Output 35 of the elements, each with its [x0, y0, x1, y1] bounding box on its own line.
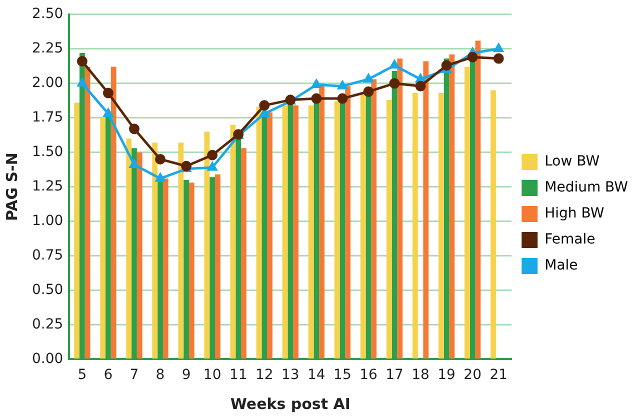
x-tick-label: 19 [438, 367, 456, 384]
x-tick-label: 5 [78, 367, 87, 384]
y-tick-label: 1.00 [32, 212, 64, 229]
x-axis-title: Weeks post AI [230, 394, 350, 413]
y-tick-label: 1.25 [32, 178, 64, 194]
x-tick-label: 7 [130, 367, 139, 384]
x-tick-label: 6 [104, 367, 113, 384]
x-tick-label: 21 [490, 367, 508, 384]
legend-label: Medium BW [544, 180, 628, 196]
x-tick-label: 8 [156, 367, 165, 384]
x-tick-label: 18 [412, 367, 430, 384]
x-tick-label: 15 [334, 367, 352, 384]
x-tick-label: 13 [281, 367, 300, 384]
y-tick-label: 0.50 [32, 282, 64, 298]
x-tick-label: 16 [360, 367, 378, 384]
y-tick-label: 0.75 [32, 247, 64, 264]
y-axis-title: PAG S-N [2, 152, 21, 221]
y-tick-label: 1.50 [32, 144, 64, 160]
legend-label: Male [544, 258, 578, 274]
x-tick-label: 20 [464, 367, 482, 384]
y-tick-label: 2.50 [32, 6, 64, 22]
y-tick-label: 1.75 [32, 109, 64, 126]
x-tick-label: 12 [255, 367, 274, 384]
x-tick-label: 10 [203, 367, 222, 384]
legend-label: High BW [544, 206, 604, 222]
y-tick-label: 0.00 [32, 350, 64, 367]
x-tick-label: 17 [386, 367, 404, 384]
legend-label: Female [544, 232, 596, 248]
y-tick-label: 2.25 [32, 40, 64, 57]
y-tick-label: 2.00 [32, 75, 64, 91]
y-tick-label: 0.25 [32, 316, 64, 332]
x-tick-label: 14 [308, 367, 326, 384]
x-tick-label: 11 [229, 367, 248, 384]
x-tick-label: 9 [182, 367, 191, 384]
legend-label: Low BW [544, 154, 600, 170]
